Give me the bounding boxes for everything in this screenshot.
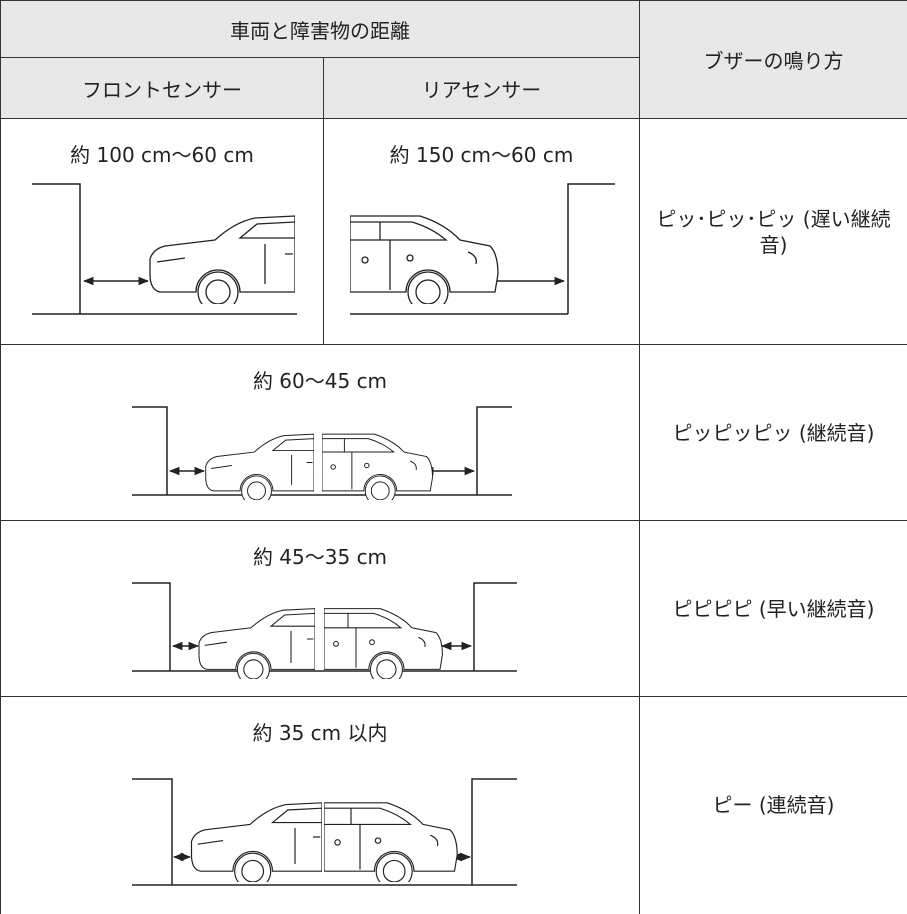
rear-diagram <box>325 169 639 339</box>
scene-cell: 約 100 cm〜60 cm <box>1 119 324 345</box>
both-diagram <box>2 571 638 691</box>
scene-cell: 約 45〜35 cm <box>1 521 640 697</box>
header-cell: 車両と障害物の距離 <box>1 1 640 58</box>
header-cell: フロントセンサー <box>1 58 324 119</box>
scene-cell: 約 150 cm〜60 cm <box>324 119 640 345</box>
front-diagram <box>2 169 322 339</box>
buzzer-cell: ピー (連続音) <box>640 697 907 914</box>
scene-cell: 約 35 cm 以内 <box>1 697 640 914</box>
both-diagram <box>2 395 638 515</box>
distance-label: 約 100 cm〜60 cm <box>1 119 323 169</box>
distance-label: 約 45〜35 cm <box>1 521 639 571</box>
buzzer-cell: ピピピピ (早い継続音) <box>640 521 907 697</box>
distance-label: 約 150 cm〜60 cm <box>324 119 639 169</box>
header-cell: リアセンサー <box>324 58 640 119</box>
both-diagram <box>2 747 638 907</box>
distance-label: 約 35 cm 以内 <box>1 697 639 747</box>
header-cell: ブザーの鳴り方 <box>640 1 907 119</box>
buzzer-cell: ピッ･ピッ･ピッ (遅い継続音) <box>640 119 907 345</box>
scene-cell: 約 60〜45 cm <box>1 345 640 521</box>
distance-label: 約 60〜45 cm <box>1 345 639 395</box>
buzzer-cell: ピッピッピッ (継続音) <box>640 345 907 521</box>
